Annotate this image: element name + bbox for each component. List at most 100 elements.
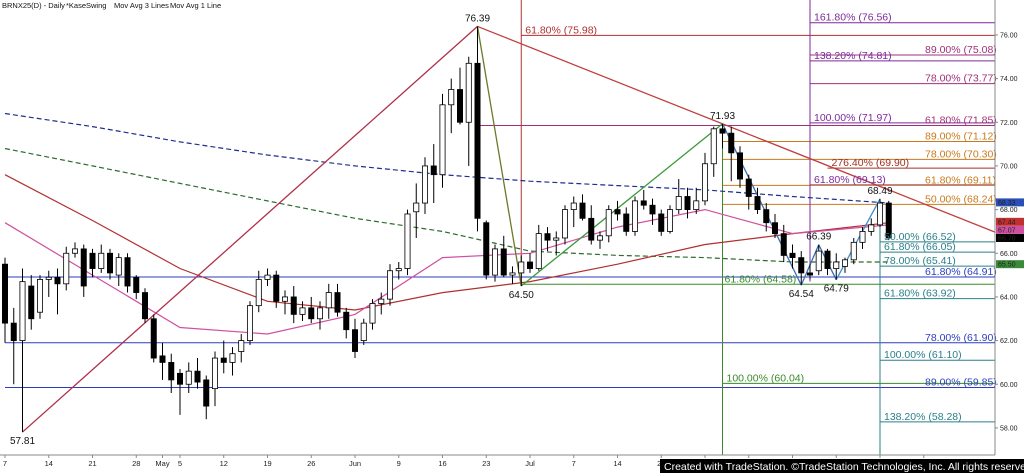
level-label: 138.20% (58.28) xyxy=(884,411,962,423)
level-label: 61.80% (64.91) xyxy=(925,266,997,278)
candle-body xyxy=(684,196,691,210)
footer-text: Created with TradeStation. ©TradeStation… xyxy=(664,461,1024,473)
price-label: 71.93 xyxy=(710,111,735,122)
price-label: 68.49 xyxy=(867,186,892,197)
x-tick-label: 12 xyxy=(220,459,228,468)
candle-body xyxy=(421,165,428,204)
candle-body xyxy=(80,248,87,287)
candle-body xyxy=(369,303,376,324)
candle-body xyxy=(378,298,385,304)
price-label: 57.81 xyxy=(10,436,35,447)
level-label: 100.00% (60.04) xyxy=(727,372,805,384)
level-label: 78.00% (65.41) xyxy=(884,255,956,267)
level-label: 61.80% (63.92) xyxy=(884,288,956,300)
candle-body xyxy=(203,379,210,407)
candle-body xyxy=(877,202,884,226)
text-layer: 61.80% (75.98) 161.80% (76.56) 138.20% (74… xyxy=(10,12,997,447)
candle-body xyxy=(290,296,297,315)
candle-body xyxy=(141,292,148,320)
candle-body xyxy=(316,307,323,320)
price-marker-label: 66.70 xyxy=(998,235,1016,242)
candle-body xyxy=(702,163,709,202)
x-tick-label: 16 xyxy=(438,459,446,468)
candle-body xyxy=(483,222,490,276)
candle-body xyxy=(430,165,437,176)
x-tick-label: 14 xyxy=(613,459,621,468)
level-label: 61.80% (75.98) xyxy=(525,24,597,36)
price-marker-label: 65.50 xyxy=(998,262,1016,269)
chart-title: BRNX25(D) - Daily xyxy=(2,1,65,10)
candle-body xyxy=(667,209,674,232)
candle-body xyxy=(885,202,892,239)
candle-body xyxy=(229,353,236,363)
level-label: 161.80% (76.56) xyxy=(814,12,892,24)
candle-body xyxy=(833,261,840,269)
price-label: 64.50 xyxy=(509,290,534,301)
level-label: 61.80% (64.58) xyxy=(725,273,797,285)
trend-line xyxy=(520,123,723,287)
y-tick-label: 64.00 xyxy=(1000,294,1018,301)
x-tick-label: 7 xyxy=(572,459,576,468)
candle-body xyxy=(772,222,779,235)
candle-body xyxy=(456,89,463,123)
candle-body xyxy=(518,261,525,274)
x-tick-label: 26 xyxy=(307,459,315,468)
footer-bar xyxy=(660,459,1024,473)
candle-body xyxy=(623,213,630,232)
candle-body xyxy=(133,276,140,293)
candle-body xyxy=(728,132,735,154)
candle-body xyxy=(763,209,770,224)
candle-body xyxy=(325,292,332,309)
candle-body xyxy=(632,200,639,232)
candle-body xyxy=(194,370,201,383)
candle-body xyxy=(474,62,481,219)
candle-body xyxy=(351,329,358,352)
moving-average xyxy=(4,147,889,263)
y-tick-label: 62.00 xyxy=(1000,338,1018,345)
candle-body xyxy=(220,357,227,363)
candle-body xyxy=(553,237,560,241)
candle-body xyxy=(211,357,218,390)
candle-body xyxy=(544,233,551,241)
x-tick-label: 14 xyxy=(45,459,53,468)
y-tick-label: 66.00 xyxy=(1000,251,1018,258)
candle-body xyxy=(605,209,612,237)
candle-body xyxy=(2,263,8,324)
level-label: 138.20% (74.81) xyxy=(814,50,892,62)
level-label: 78.00% (61.90) xyxy=(925,332,997,344)
level-label: 89.00% (59.85) xyxy=(925,377,997,389)
candle-body xyxy=(28,285,35,320)
level-label: 61.80% (66.05) xyxy=(884,241,956,253)
candle-body xyxy=(815,250,822,272)
candle-body xyxy=(842,259,849,267)
candle-body xyxy=(824,250,831,269)
candle-body xyxy=(176,372,183,385)
candle-body xyxy=(737,152,744,180)
candle-body xyxy=(597,235,604,241)
candle-body xyxy=(614,209,621,215)
candle-body xyxy=(386,270,393,300)
price-marker-label: 68.33 xyxy=(998,200,1016,207)
trend-line xyxy=(22,25,478,433)
x-tick-label: 9 xyxy=(397,459,401,468)
candle-body xyxy=(54,276,61,285)
x-tick-label: 7 xyxy=(3,459,7,468)
price-marker xyxy=(996,198,1024,207)
x-tick-label: Jun xyxy=(349,459,361,468)
candle-body xyxy=(658,213,665,232)
candle-body xyxy=(579,202,586,219)
y-tick-label: 74.00 xyxy=(1000,76,1018,83)
candle-body xyxy=(868,224,875,232)
candle-body xyxy=(107,252,114,274)
candle-body xyxy=(37,279,44,313)
candle-body xyxy=(693,200,700,210)
level-label: 78.00% (70.30) xyxy=(925,148,997,160)
x-tick-label: 28 xyxy=(132,459,140,468)
levels-layer xyxy=(5,0,995,455)
price-label: 66.39 xyxy=(806,232,831,243)
candle-body xyxy=(308,307,315,320)
candle-body xyxy=(72,248,79,254)
candle-body xyxy=(343,311,350,331)
candle-body xyxy=(448,89,455,106)
y-tick-label: 68.00 xyxy=(1000,207,1018,214)
